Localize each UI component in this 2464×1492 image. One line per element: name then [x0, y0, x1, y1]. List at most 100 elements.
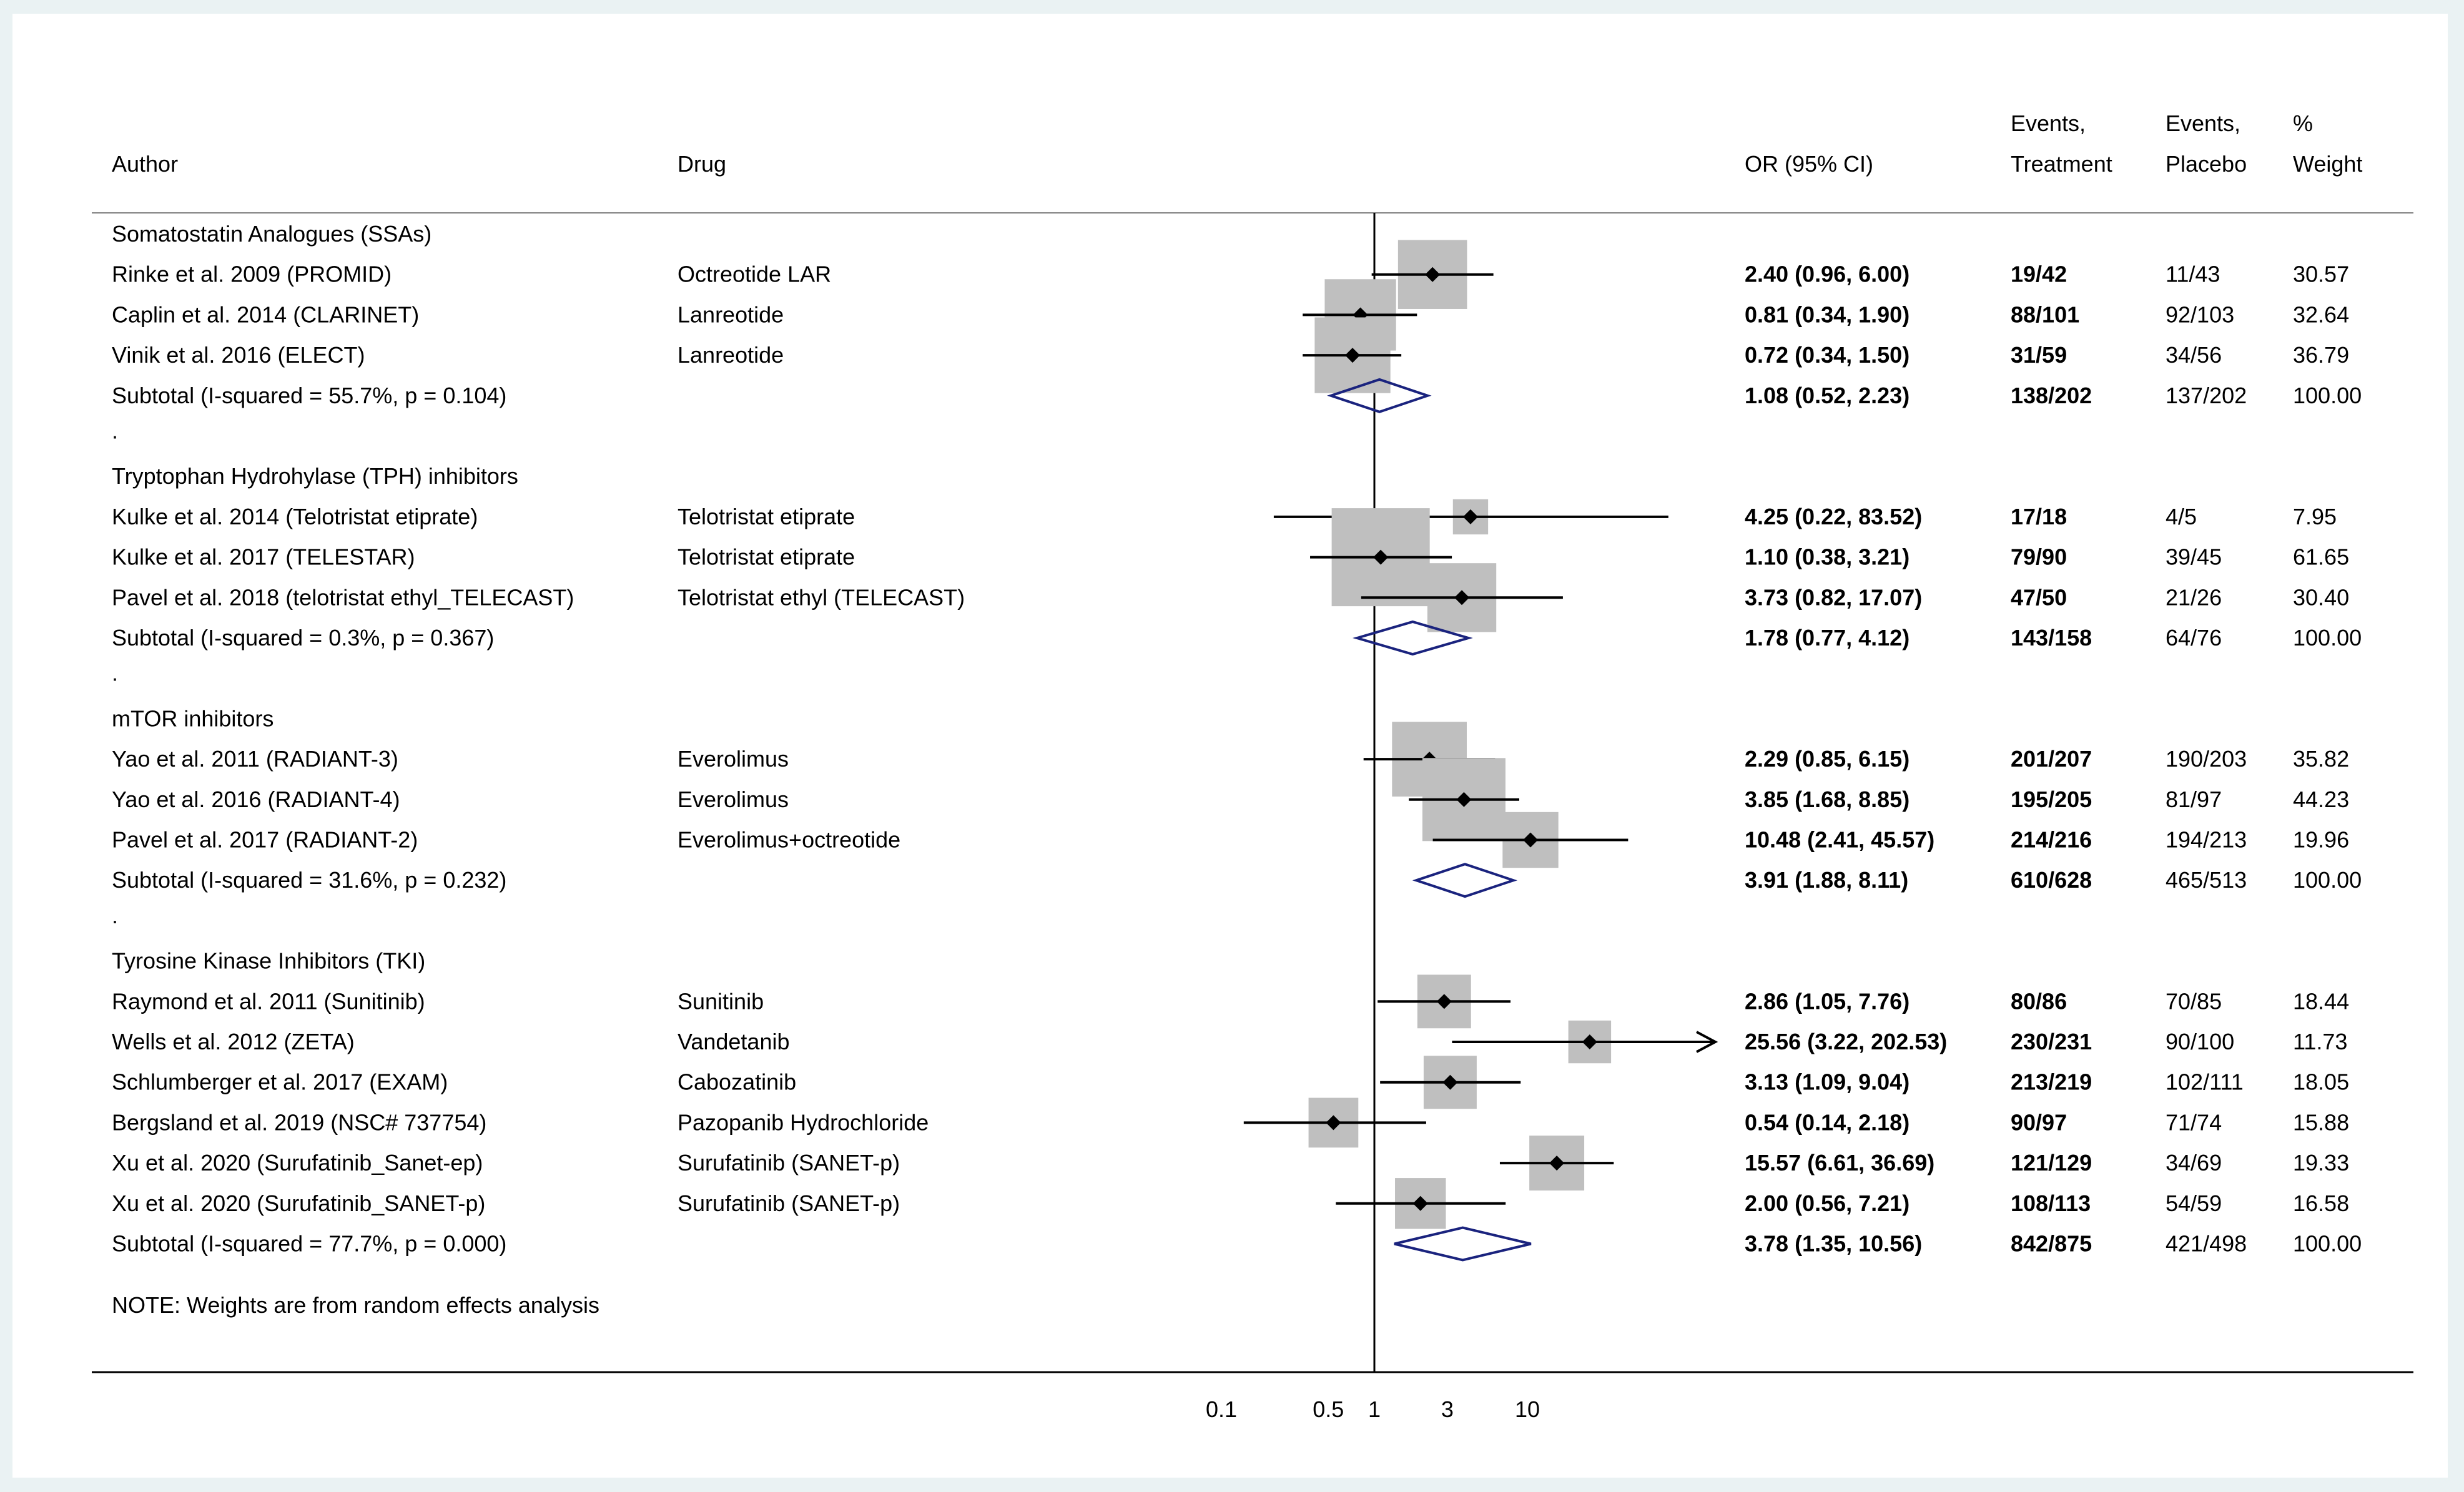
- study-events-placebo: 54/59: [2166, 1190, 2222, 1216]
- subtotal-weight: 100.00: [2293, 625, 2362, 650]
- group-separator: .: [112, 660, 118, 686]
- subtotal-events-treatment: 610/628: [2011, 867, 2092, 893]
- subtotal-events-placebo: 137/202: [2166, 383, 2247, 408]
- study-events-treatment: 31/59: [2011, 342, 2067, 368]
- study-or-ci: 15.57 (6.61, 36.69): [1745, 1150, 1934, 1175]
- study-events-treatment: 230/231: [2011, 1029, 2092, 1054]
- study-events-placebo: 90/100: [2166, 1029, 2234, 1054]
- study-point-estimate: [1353, 307, 1368, 323]
- study-or-ci: 3.73 (0.82, 17.07): [1745, 584, 1922, 610]
- study-weight: 30.40: [2293, 584, 2349, 610]
- column-header-events-treatment-line1: Events,: [2011, 110, 2086, 136]
- study-weight: 36.79: [2293, 342, 2349, 368]
- study-point-estimate: [1436, 994, 1452, 1009]
- study-point-estimate: [1345, 348, 1361, 363]
- study-events-placebo: 92/103: [2166, 302, 2234, 327]
- study-events-treatment: 195/205: [2011, 787, 2092, 812]
- group-header: mTOR inhibitors: [112, 705, 274, 731]
- study-weight: 35.82: [2293, 746, 2349, 772]
- column-header-events-placebo-line1: Events,: [2166, 110, 2240, 136]
- study-drug: Surufatinib (SANET-p): [678, 1190, 900, 1216]
- study-point-estimate: [1582, 1034, 1597, 1049]
- study-events-placebo: 71/74: [2166, 1109, 2222, 1135]
- subtotal-diamond: [1327, 378, 1432, 413]
- study-events-treatment: 47/50: [2011, 584, 2067, 610]
- study-or-ci: 0.81 (0.34, 1.90): [1745, 302, 1910, 327]
- study-events-treatment: 90/97: [2011, 1109, 2067, 1135]
- study-point-estimate: [1442, 1074, 1458, 1090]
- subtotal-diamond: [1353, 620, 1473, 656]
- subtotal-weight: 100.00: [2293, 383, 2362, 408]
- study-drug: Sunitinib: [678, 988, 764, 1014]
- subtotal-events-placebo: 64/76: [2166, 625, 2222, 650]
- study-weight: 16.58: [2293, 1190, 2349, 1216]
- subtotal-or-ci: 1.78 (0.77, 4.12): [1745, 625, 1910, 650]
- subtotal-events-placebo: 465/513: [2166, 867, 2247, 893]
- column-header-events-placebo-line2: Placebo: [2166, 151, 2247, 177]
- x-tick-label: 0.1: [1206, 1396, 1237, 1422]
- study-author: Wells et al. 2012 (ZETA): [112, 1029, 355, 1054]
- study-author: Kulke et al. 2014 (Telotristat etiprate): [112, 504, 478, 529]
- study-or-ci: 25.56 (3.22, 202.53): [1745, 1029, 1947, 1054]
- subtotal-or-ci: 3.78 (1.35, 10.56): [1745, 1231, 1922, 1257]
- study-events-treatment: 17/18: [2011, 504, 2067, 529]
- x-tick-label: 10: [1515, 1396, 1540, 1422]
- subtotal-events-treatment: 143/158: [2011, 625, 2092, 650]
- study-drug: Everolimus: [678, 746, 789, 772]
- study-events-treatment: 201/207: [2011, 746, 2092, 772]
- study-or-ci: 0.72 (0.34, 1.50): [1745, 342, 1910, 368]
- study-events-placebo: 39/45: [2166, 544, 2222, 570]
- subtotal-label: Subtotal (I-squared = 0.3%, p = 0.367): [112, 625, 494, 650]
- study-drug: Telotristat ethyl (TELECAST): [678, 584, 965, 610]
- study-or-ci: 2.86 (1.05, 7.76): [1745, 988, 1910, 1014]
- study-drug: Lanreotide: [678, 302, 784, 327]
- figure-frame: Author Drug OR (95% CI) Events, Treatment Eve…: [12, 14, 2448, 1478]
- study-author: Xu et al. 2020 (Surufatinib_Sanet-ep): [112, 1150, 483, 1175]
- study-events-placebo: 81/97: [2166, 787, 2222, 812]
- study-point-estimate: [1412, 1195, 1428, 1211]
- study-author: Pavel et al. 2017 (RADIANT-2): [112, 827, 418, 853]
- x-tick-label: 1: [1368, 1396, 1381, 1422]
- study-point-estimate: [1373, 549, 1389, 565]
- subtotal-events-treatment: 842/875: [2011, 1231, 2092, 1257]
- study-weight: 30.57: [2293, 262, 2349, 287]
- group-separator: .: [112, 418, 118, 444]
- study-drug: Vandetanib: [678, 1029, 790, 1054]
- study-events-placebo: 11/43: [2166, 262, 2220, 287]
- study-events-placebo: 4/5: [2166, 504, 2197, 529]
- subtotal-label: Subtotal (I-squared = 55.7%, p = 0.104): [112, 383, 506, 408]
- subtotal-or-ci: 3.91 (1.88, 8.11): [1745, 867, 1908, 893]
- forest-plot: Author Drug OR (95% CI) Events, Treatment Eve…: [92, 110, 2413, 1422]
- study-author: Yao et al. 2011 (RADIANT-3): [112, 746, 398, 772]
- study-events-treatment: 88/101: [2011, 302, 2079, 327]
- subtotal-diamond: [1412, 863, 1518, 898]
- subtotal-label: Subtotal (I-squared = 77.7%, p = 0.000): [112, 1231, 506, 1257]
- column-header-author: Author: [112, 151, 178, 177]
- study-events-placebo: 34/56: [2166, 342, 2222, 368]
- subtotal-diamond: [1394, 1226, 1532, 1262]
- subtotal-label: Subtotal (I-squared = 31.6%, p = 0.232): [112, 867, 506, 893]
- study-events-placebo: 34/69: [2166, 1150, 2222, 1175]
- study-ci-arrow: [1696, 1031, 1718, 1053]
- study-weight: 44.23: [2293, 787, 2349, 812]
- column-header-weight-line1: %: [2293, 110, 2313, 136]
- column-header-weight-line2: Weight: [2293, 151, 2362, 177]
- study-or-ci: 2.29 (0.85, 6.15): [1745, 746, 1910, 772]
- study-point-estimate: [1425, 267, 1441, 282]
- study-events-treatment: 213/219: [2011, 1069, 2092, 1095]
- column-header-or: OR (95% CI): [1745, 151, 1873, 177]
- study-weight: 7.95: [2293, 504, 2337, 529]
- subtotal-or-ci: 1.08 (0.52, 2.23): [1745, 383, 1910, 408]
- study-or-ci: 4.25 (0.22, 83.52): [1745, 504, 1922, 529]
- study-weight: 15.88: [2293, 1109, 2349, 1135]
- study-author: Pavel et al. 2018 (telotristat ethyl_TEL…: [112, 584, 574, 610]
- study-point-estimate: [1456, 792, 1472, 807]
- study-drug: Everolimus: [678, 787, 789, 812]
- column-header-events-treatment-line2: Treatment: [2011, 151, 2112, 177]
- study-author: Xu et al. 2020 (Surufatinib_SANET-p): [112, 1190, 485, 1216]
- study-events-placebo: 21/26: [2166, 584, 2222, 610]
- group-header: Tyrosine Kinase Inhibitors (TKI): [112, 948, 425, 974]
- study-weight: 32.64: [2293, 302, 2349, 327]
- study-author: Kulke et al. 2017 (TELESTAR): [112, 544, 415, 570]
- study-or-ci: 0.54 (0.14, 2.18): [1745, 1109, 1910, 1135]
